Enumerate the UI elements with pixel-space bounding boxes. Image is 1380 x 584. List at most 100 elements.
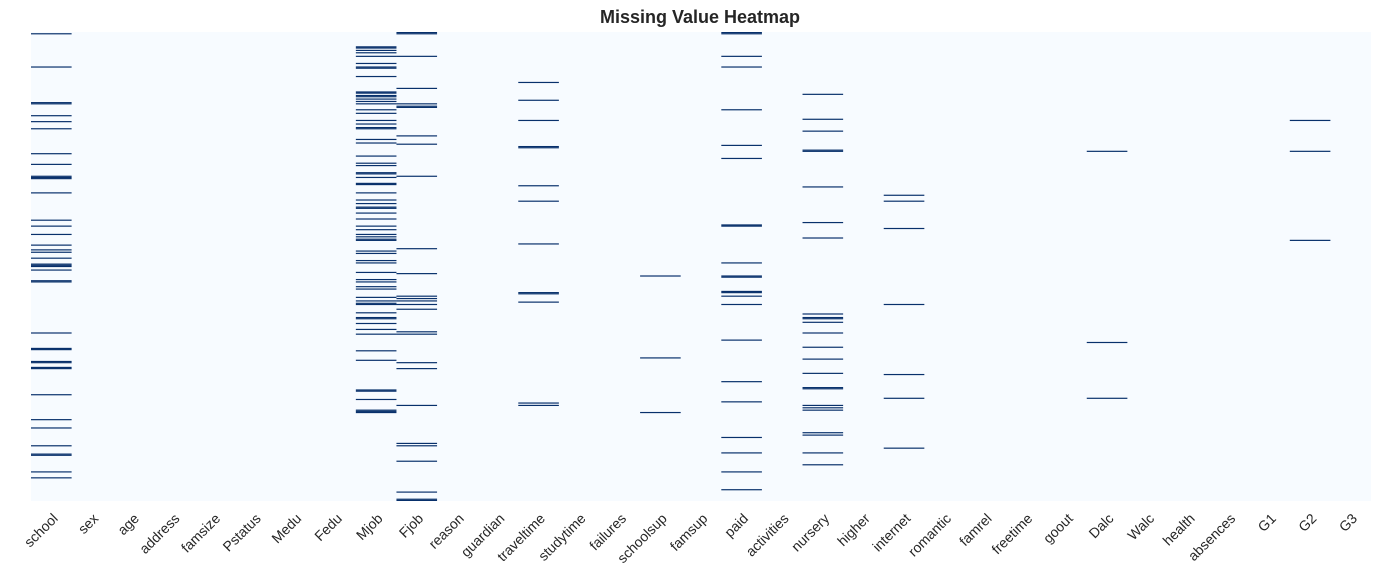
missing-cell (355, 229, 397, 231)
missing-cell (355, 49, 397, 51)
missing-cell (721, 436, 762, 439)
missing-cell (31, 366, 72, 369)
missing-cell (802, 407, 844, 409)
x-tick-label: famsup (667, 510, 711, 554)
missing-cell (31, 257, 72, 259)
missing-cell (802, 346, 844, 348)
missing-cell (518, 119, 559, 122)
missing-cell (355, 322, 397, 325)
missing-cell (355, 389, 397, 391)
x-tick-label: Fjob (396, 510, 427, 541)
missing-cell (396, 175, 438, 177)
missing-cell (802, 372, 844, 374)
missing-cell (355, 164, 397, 167)
missing-cell (355, 92, 397, 94)
missing-cell (31, 33, 72, 35)
missing-cell (31, 427, 72, 429)
missing-cell (518, 185, 559, 187)
missing-cell (31, 419, 72, 421)
missing-cell (355, 62, 397, 65)
missing-cell (802, 404, 844, 407)
missing-cell (355, 142, 397, 144)
missing-cell (355, 410, 397, 412)
missing-cell (802, 452, 844, 454)
missing-cell (883, 200, 925, 202)
missing-cell (355, 119, 397, 122)
missing-cell (355, 233, 397, 236)
missing-cell (355, 173, 397, 175)
missing-cell (355, 52, 397, 54)
missing-cell (721, 275, 762, 277)
missing-cell (31, 66, 72, 68)
missing-cell (802, 358, 844, 360)
missing-cell (721, 303, 762, 306)
x-tick-label: goout (1040, 510, 1076, 546)
missing-cell (355, 66, 397, 68)
missing-cell (355, 411, 397, 414)
missing-cell (355, 218, 397, 220)
missing-cell (31, 332, 72, 334)
missing-cell (355, 192, 397, 194)
missing-cell (31, 280, 72, 282)
missing-cell (518, 145, 559, 148)
missing-cell (721, 381, 762, 383)
missing-cell (31, 103, 72, 105)
missing-cell (396, 300, 438, 302)
missing-cell (802, 318, 844, 320)
missing-cell (355, 350, 397, 352)
missing-cell (396, 105, 438, 107)
missing-cell (396, 32, 438, 34)
missing-cell (355, 162, 397, 164)
x-tick-label: G2 (1295, 510, 1320, 535)
missing-cell (518, 402, 559, 404)
missing-cell (396, 143, 438, 145)
missing-cell (802, 432, 844, 434)
missing-cell (355, 202, 397, 205)
missing-cell (355, 96, 397, 98)
missing-cell (396, 499, 438, 501)
missing-cell (355, 199, 397, 201)
x-tick-label: G1 (1254, 510, 1279, 535)
missing-cell (355, 303, 397, 306)
missing-cell (396, 87, 438, 89)
missing-cell (355, 278, 397, 281)
missing-cell (1086, 397, 1128, 399)
missing-cell (396, 331, 438, 333)
missing-cell (518, 243, 559, 245)
missing-cell (721, 295, 762, 297)
missing-cell (883, 303, 925, 306)
missing-cell (721, 290, 762, 293)
missing-cell (518, 301, 559, 303)
missing-cell (518, 147, 559, 149)
missing-cell (802, 464, 844, 466)
x-tick-label: nursery (788, 510, 832, 554)
missing-cell (355, 312, 397, 314)
x-tick-label: Pstatus (219, 510, 263, 554)
missing-cell (721, 33, 762, 35)
missing-cell (396, 295, 438, 297)
missing-cell (31, 281, 72, 283)
missing-cell (721, 276, 762, 278)
missing-cell (355, 238, 397, 240)
missing-cell (802, 186, 844, 188)
missing-cell (31, 471, 72, 473)
missing-cell (721, 32, 762, 34)
missing-cell (518, 200, 559, 202)
missing-cell (31, 219, 72, 221)
missing-cell (31, 233, 72, 236)
missing-cell (396, 55, 438, 57)
missing-cell (355, 212, 397, 214)
x-tick-label: Medu (268, 510, 304, 546)
missing-cell (31, 121, 72, 123)
x-tick-label: freetime (988, 510, 1035, 557)
x-tick-label: activities (742, 510, 791, 559)
missing-cell (721, 292, 762, 294)
missing-cell (355, 206, 397, 208)
missing-cell (355, 239, 397, 241)
missing-cell (355, 288, 397, 290)
missing-cell (640, 357, 681, 359)
x-tick-label: school (21, 510, 61, 550)
missing-cell (396, 135, 438, 137)
missing-cell (355, 359, 397, 361)
